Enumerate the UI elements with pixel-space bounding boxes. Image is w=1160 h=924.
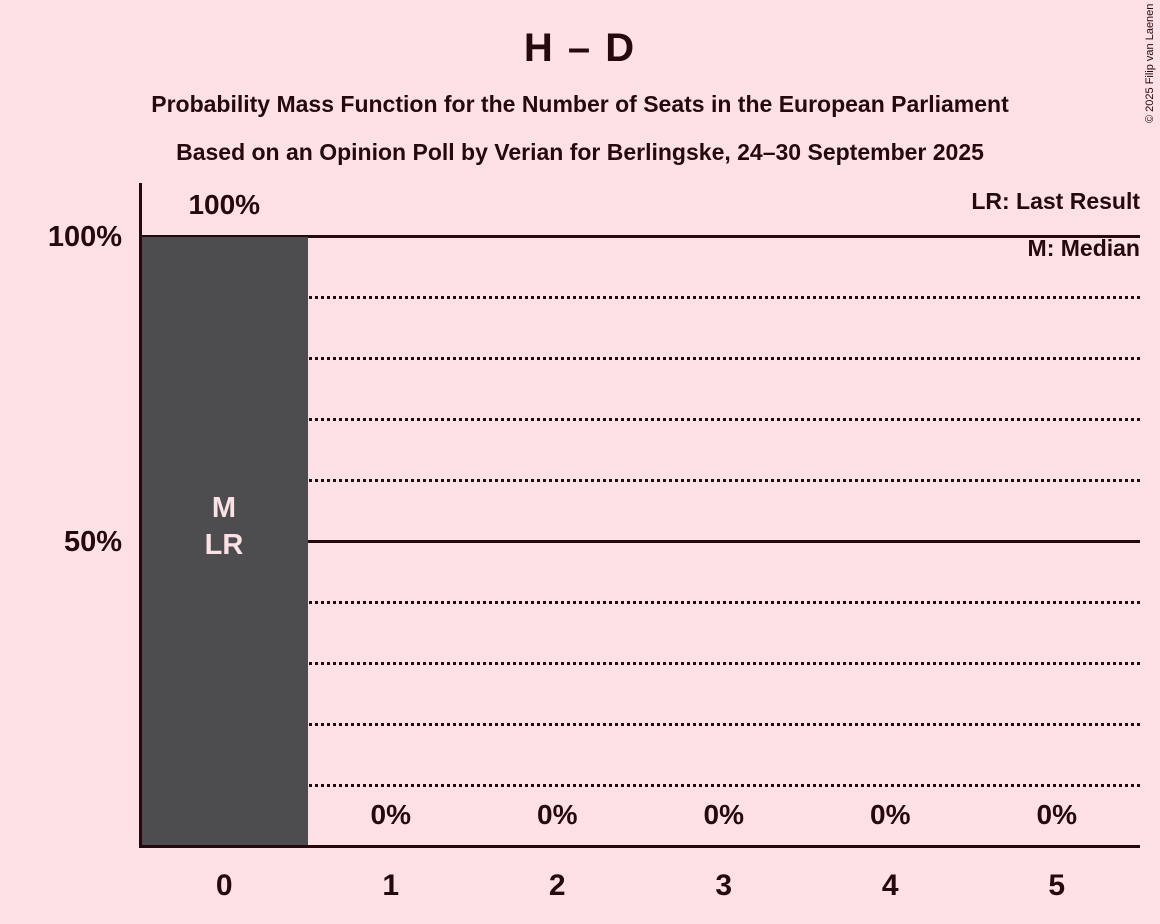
gridline-30pct <box>141 662 1140 665</box>
gridline-100pct <box>141 235 1140 238</box>
chart-subtitle-line2: Based on an Opinion Poll by Verian for B… <box>176 139 984 165</box>
y-axis-tick-100: 100% <box>47 221 122 253</box>
legend-median: M: Median <box>1027 235 1140 261</box>
x-tick-label-5: 5 <box>1048 869 1066 902</box>
bar-value-label-2: 0% <box>537 799 578 830</box>
gridline-70pct <box>141 418 1140 421</box>
gridline-90pct <box>141 296 1140 299</box>
chart-subtitle-line1: Probability Mass Function for the Number… <box>151 91 1009 117</box>
gridline-50pct <box>141 540 1140 543</box>
x-tick-label-0: 0 <box>215 869 233 902</box>
bar-value-label-4: 0% <box>870 799 911 830</box>
bar-value-label-1: 0% <box>370 799 411 830</box>
median-marker: M <box>211 492 237 524</box>
chart-title: H – D <box>523 26 637 70</box>
x-tick-label-1: 1 <box>382 869 400 902</box>
gridline-20pct <box>141 723 1140 726</box>
bar-seats-0 <box>141 237 308 847</box>
bar-value-label-3: 0% <box>703 799 744 830</box>
gridline-80pct <box>141 357 1140 360</box>
bar-value-label-0: 100% <box>188 189 261 220</box>
copyright-notice: © 2025 Filip van Laenen <box>1144 3 1156 123</box>
gridline-40pct <box>141 601 1140 604</box>
y-axis-line <box>139 183 142 848</box>
x-axis-line <box>139 845 1140 848</box>
x-tick-label-2: 2 <box>548 869 566 902</box>
x-tick-label-3: 3 <box>715 869 733 902</box>
bar-value-label-5: 0% <box>1036 799 1077 830</box>
x-tick-label-4: 4 <box>881 869 899 902</box>
y-axis-tick-50: 50% <box>63 526 122 558</box>
last-result-marker: LR <box>204 529 244 561</box>
legend-last-result: LR: Last Result <box>971 188 1140 214</box>
gridline-60pct <box>141 479 1140 482</box>
gridline-10pct <box>141 784 1140 787</box>
bar-annotation-group: M LR <box>141 490 307 564</box>
